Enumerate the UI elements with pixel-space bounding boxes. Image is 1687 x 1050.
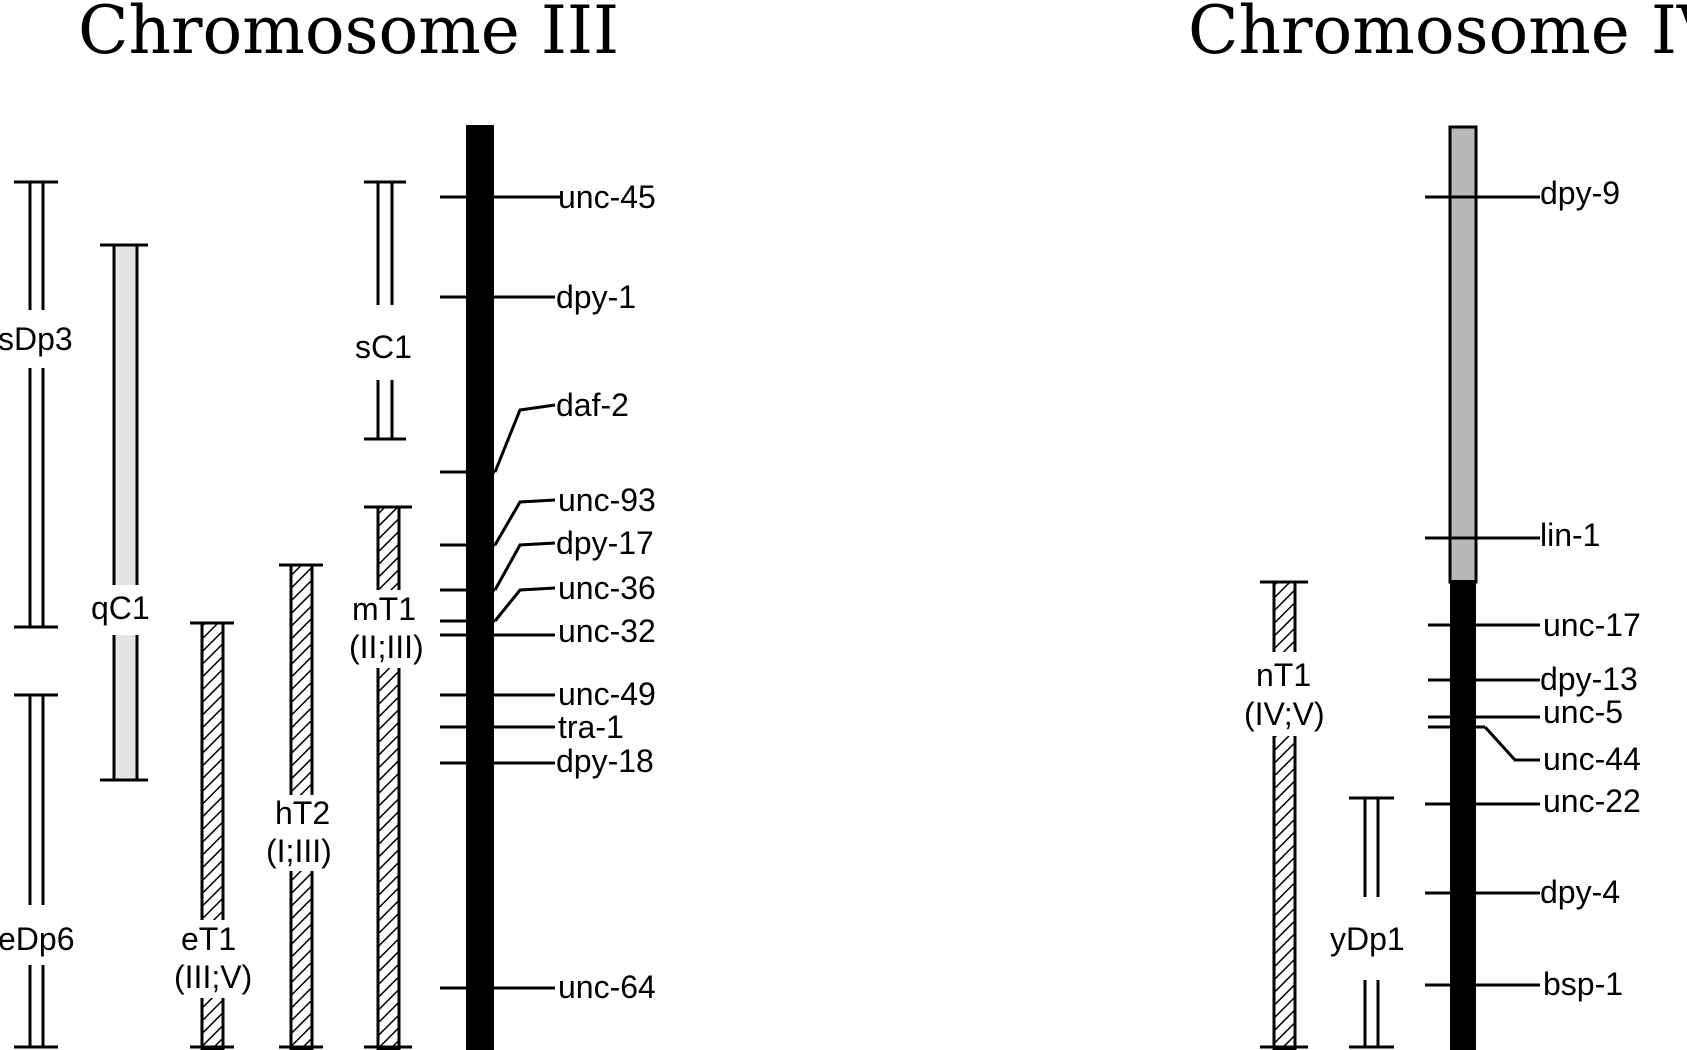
gene-label: dpy-9: [1540, 175, 1620, 211]
rearrangement-eT1: eT1 (III;V): [170, 621, 255, 1050]
rearrangement-label: eT1: [181, 921, 236, 957]
gene-label: unc-32: [558, 613, 656, 649]
gene-marker-unc-36: unc-36: [440, 570, 656, 623]
gene-label: unc-36: [558, 570, 656, 606]
rearrangement-label: yDp1: [1330, 921, 1405, 957]
gene-marker-bsp-1: bsp-1: [1425, 966, 1623, 1002]
gene-label: lin-1: [1540, 517, 1600, 553]
gene-label: bsp-1: [1543, 966, 1623, 1002]
gene-marker-daf-2: daf-2: [440, 387, 629, 474]
gene-label: unc-45: [558, 179, 656, 215]
rearrangement-label: hT2: [275, 795, 330, 831]
rearrangement-label: sDp3: [0, 321, 73, 357]
gene-label: unc-49: [558, 676, 656, 712]
rearrangement-label-2: (IV;V): [1244, 696, 1325, 732]
rearrangement-label: mT1: [352, 591, 416, 627]
rearrangement-nT1: nT1 (IV;V): [1240, 580, 1332, 1050]
gene-label: dpy-4: [1540, 874, 1620, 910]
gene-marker-unc-44: unc-44: [1428, 725, 1641, 777]
rearrangement-label: nT1: [1256, 657, 1311, 693]
gene-label: unc-17: [1543, 607, 1641, 643]
gene-label: unc-22: [1543, 783, 1641, 819]
rearrangement-label-2: (II;III): [349, 629, 424, 665]
rearrangement-qC1: qC1: [90, 243, 158, 782]
gene-label: tra-1: [558, 709, 624, 745]
chromosome-iv: dpy-9 lin-1 unc-17 dpy-13 unc-5 unc-44 u…: [1240, 125, 1641, 1050]
gene-marker-dpy-17: dpy-17: [440, 525, 654, 592]
rearrangement-mT1: mT1 (II;III): [346, 505, 436, 1050]
gene-marker-unc-93: unc-93: [440, 482, 656, 547]
gene-label: dpy-18: [556, 743, 654, 779]
chromosome-iv-bar-light: [1448, 125, 1478, 584]
rearrangement-label-2: (I;III): [266, 833, 332, 869]
gene-marker-unc-64: unc-64: [440, 969, 656, 1005]
gene-label: dpy-17: [556, 525, 654, 561]
gene-marker-dpy-9: dpy-9: [1425, 175, 1620, 211]
rearrangement-label-2: (III;V): [174, 959, 252, 995]
gene-marker-unc-5: unc-5: [1428, 694, 1623, 730]
gene-marker-dpy-4: dpy-4: [1425, 874, 1620, 910]
chromosome-iii-bar: [466, 125, 494, 1050]
gene-label: unc-44: [1543, 741, 1641, 777]
gene-marker-dpy-1: dpy-1: [440, 279, 636, 315]
rearrangement-label: sC1: [355, 329, 412, 365]
gene-marker-unc-49: unc-49: [440, 676, 656, 712]
gene-marker-tra-1: tra-1: [440, 709, 624, 745]
rearrangement-eDp6: eDp6: [0, 693, 75, 1049]
gene-label: daf-2: [556, 387, 629, 423]
rearrangement-yDp1: yDp1: [1330, 796, 1405, 1049]
gene-marker-dpy-18: dpy-18: [440, 743, 654, 779]
rearrangement-sDp3: sDp3: [0, 180, 73, 629]
gene-label: unc-5: [1543, 694, 1623, 730]
rearrangement-label: eDp6: [0, 921, 75, 957]
gene-label: dpy-13: [1540, 661, 1638, 697]
gene-marker-unc-32: unc-32: [440, 613, 656, 649]
gene-label: dpy-1: [556, 279, 636, 315]
gene-label: unc-93: [558, 482, 656, 518]
rearrangement-sC1: sC1: [355, 180, 412, 441]
gene-marker-lin-1: lin-1: [1425, 517, 1600, 553]
gene-marker-unc-22: unc-22: [1425, 783, 1641, 819]
gene-marker-unc-45: unc-45: [440, 179, 656, 215]
chromosome-iii: unc-45 dpy-1 daf-2 unc-93 dpy-17 unc-36: [0, 125, 656, 1050]
chromosome-iii-title: Chromosome III: [78, 0, 619, 69]
chromosome-iv-title: Chromosome IV: [1188, 0, 1687, 69]
rearrangement-hT2: hT2 (I;III): [262, 563, 344, 1050]
rearrangement-label: qC1: [91, 590, 150, 626]
gene-label: unc-64: [558, 969, 656, 1005]
gene-marker-unc-17: unc-17: [1428, 607, 1641, 643]
chromosome-iv-bar-dark: [1450, 580, 1476, 1050]
gene-marker-dpy-13: dpy-13: [1428, 661, 1638, 697]
